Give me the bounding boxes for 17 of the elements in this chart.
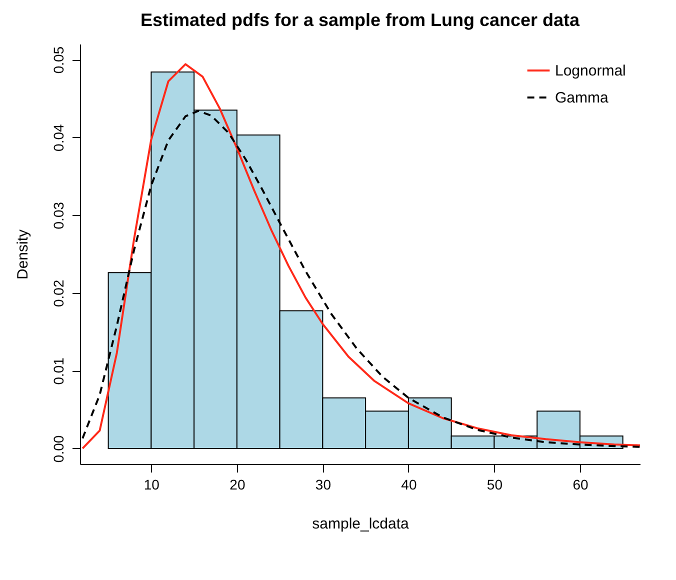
y-tick-label: 0.02: [50, 280, 66, 308]
y-tick-label: 0.00: [50, 435, 66, 463]
legend-label: Gamma: [555, 90, 609, 106]
x-tick-label: 50: [486, 476, 503, 492]
legend-label: Lognormal: [555, 62, 626, 80]
chart-title: Estimated pdfs for a sample from Lung cancer data: [140, 10, 581, 30]
y-tick-label: 0.01: [50, 357, 66, 385]
y-tick-label: 0.04: [50, 124, 66, 152]
x-tick-label: 40: [401, 476, 417, 492]
y-axis-title: Density: [14, 229, 32, 280]
x-tick-label: 20: [230, 476, 246, 492]
y-tick-label: 0.05: [50, 46, 66, 74]
x-axis-title: sample_lcdata: [312, 516, 410, 532]
x-tick-label: 10: [144, 476, 160, 492]
x-tick-label: 60: [572, 476, 588, 492]
y-tick-label: 0.03: [50, 202, 66, 230]
x-tick-label: 30: [315, 476, 332, 492]
